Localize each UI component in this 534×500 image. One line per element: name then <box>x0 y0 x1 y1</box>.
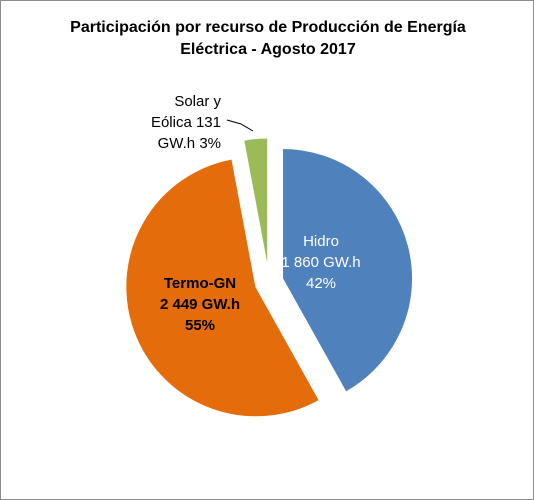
solar-slice <box>243 137 269 269</box>
solar-leader-line <box>226 119 254 132</box>
solar-label-value: Eólica 131 <box>150 114 221 131</box>
hidro-label-value: 1 860 GW.h <box>281 254 361 271</box>
solar-label-name: Solar y <box>174 93 221 110</box>
termo-label-percent: 55% <box>184 317 216 334</box>
chart-title-line-1: Participación por recurso de Producción … <box>70 19 466 36</box>
solar-label-percent: GW.h 3% <box>157 135 221 152</box>
termo-data-label: Termo-GN 2 449 GW.h 55% <box>135 273 265 336</box>
hidro-label-percent: 42% <box>305 275 337 292</box>
termo-label-name: Termo-GN <box>163 275 237 292</box>
chart-title: Participación por recurso de Producción … <box>1 17 533 61</box>
termo-label-value: 2 449 GW.h <box>159 296 241 313</box>
hidro-slice <box>282 147 414 393</box>
hidro-data-label: Hidro 1 860 GW.h 42% <box>271 231 371 294</box>
chart-title-line-2: Eléctrica - Agosto 2017 <box>180 41 356 58</box>
termo-slice <box>125 158 320 418</box>
hidro-label-name: Hidro <box>303 233 339 250</box>
solar-data-label: Solar y Eólica 131 GW.h 3% <box>129 91 221 154</box>
